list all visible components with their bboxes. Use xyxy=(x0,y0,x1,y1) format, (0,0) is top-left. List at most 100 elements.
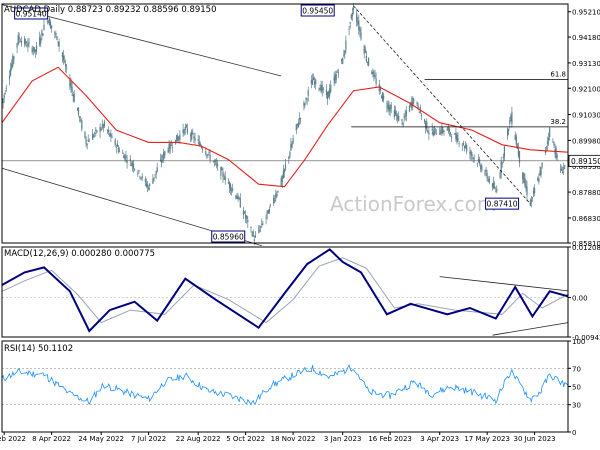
macd-trend-line xyxy=(439,276,569,292)
candle-body xyxy=(434,128,436,130)
candle-body xyxy=(11,63,13,69)
price-label-box xyxy=(14,7,49,20)
candle-body xyxy=(380,95,383,99)
x-axis-tick-label: 24 May 2022 xyxy=(78,435,124,443)
candle-body xyxy=(84,131,86,138)
candle-body xyxy=(500,161,502,173)
candle-body xyxy=(186,128,188,133)
candle-body xyxy=(154,174,156,176)
candle-body xyxy=(443,130,445,132)
candle-body xyxy=(40,38,42,43)
candle-body xyxy=(371,72,373,75)
candle-body xyxy=(383,96,385,100)
candle-body xyxy=(224,176,226,180)
candle-body xyxy=(503,146,505,157)
rsi-axis-tick-label: 50 xyxy=(572,384,581,392)
candle-body xyxy=(266,210,268,215)
candle-body xyxy=(466,145,468,152)
candle-body xyxy=(320,84,322,93)
candle-body xyxy=(526,186,528,196)
candle-body xyxy=(334,75,336,83)
candle-body xyxy=(441,127,443,134)
candle-body xyxy=(386,105,388,107)
price-axis-tick-label: 0.89980 xyxy=(572,137,600,145)
candle-body xyxy=(178,136,180,140)
price-panel-title: AUDCAD,Daily 0.88723 0.89232 0.88596 0.8… xyxy=(4,5,217,15)
candle-body xyxy=(280,178,282,186)
candle-body xyxy=(47,21,49,23)
candle-body xyxy=(161,160,163,164)
candle-body xyxy=(197,139,199,141)
candle-body xyxy=(100,128,102,130)
candle-body xyxy=(265,216,267,219)
candle-body xyxy=(63,60,66,62)
candle-body xyxy=(330,84,332,92)
candle-body xyxy=(303,102,305,106)
candle-body xyxy=(494,186,496,188)
candle-body xyxy=(555,147,557,159)
candle-body xyxy=(19,41,21,43)
candle-body xyxy=(401,119,403,121)
candle-body xyxy=(95,129,97,131)
candle-body xyxy=(85,138,87,145)
price-label-text: 0.87410 xyxy=(487,200,518,209)
candle-body xyxy=(439,133,441,135)
x-axis-tick-label: 22 Aug 2022 xyxy=(176,435,221,443)
candle-body xyxy=(325,89,328,95)
candle-body xyxy=(268,209,270,213)
candle-body xyxy=(368,57,370,66)
fib-level-label: 38.2 xyxy=(550,118,566,126)
price-axis-tick-label: 0.93130 xyxy=(572,60,600,68)
candle-body xyxy=(81,120,83,129)
price-label-box xyxy=(300,4,335,17)
candle-body xyxy=(146,183,149,187)
candle-body xyxy=(92,134,94,140)
candle-body xyxy=(24,38,26,45)
candle-body xyxy=(108,129,110,132)
candle-body xyxy=(34,49,36,52)
candle-body xyxy=(373,73,375,77)
candle-body xyxy=(49,21,52,29)
candle-body xyxy=(501,162,503,164)
candle-body xyxy=(198,141,200,146)
candle-body xyxy=(134,168,136,170)
candle-body xyxy=(479,159,481,164)
candle-body xyxy=(473,157,475,159)
candle-body xyxy=(314,81,316,85)
candle-body xyxy=(230,184,232,191)
candle-body xyxy=(523,172,525,183)
candle-body xyxy=(184,126,186,130)
price-axis-tick-label: 0.85810 xyxy=(572,240,600,248)
rsi-panel-title: RSI(14) 50.1102 xyxy=(4,344,73,354)
candle-body xyxy=(8,75,11,80)
candle-body xyxy=(552,141,554,143)
x-axis: 23 Feb 2022 8 Apr 2022 24 May 2022 7 Jul 20… xyxy=(0,432,556,443)
candle-body xyxy=(342,58,344,64)
candle-body xyxy=(144,178,146,182)
candle-body xyxy=(442,129,444,133)
candle-body xyxy=(156,167,158,172)
candle-body xyxy=(397,115,399,120)
candle-body xyxy=(493,182,495,189)
candle-body xyxy=(43,24,45,30)
candle-body xyxy=(446,128,448,131)
candle-body xyxy=(487,179,489,181)
candle-body xyxy=(327,91,329,100)
candle-body xyxy=(244,212,246,213)
candle-body xyxy=(435,134,438,135)
candle-body xyxy=(170,145,172,146)
candle-body xyxy=(350,14,352,19)
candle-body xyxy=(125,156,127,158)
candle-body xyxy=(322,88,324,90)
candle-body xyxy=(356,13,358,22)
candle-body xyxy=(118,150,121,152)
candle-body xyxy=(214,161,217,162)
macd-axis-tick-label: 0.00 xyxy=(572,295,588,303)
candle-body xyxy=(329,88,331,96)
candle-body xyxy=(398,115,400,122)
candle-body xyxy=(155,170,157,175)
candle-body xyxy=(5,88,7,89)
candle-body xyxy=(427,130,429,133)
candle-body xyxy=(559,168,562,170)
rsi-axis-tick-label: 0 xyxy=(572,429,576,437)
